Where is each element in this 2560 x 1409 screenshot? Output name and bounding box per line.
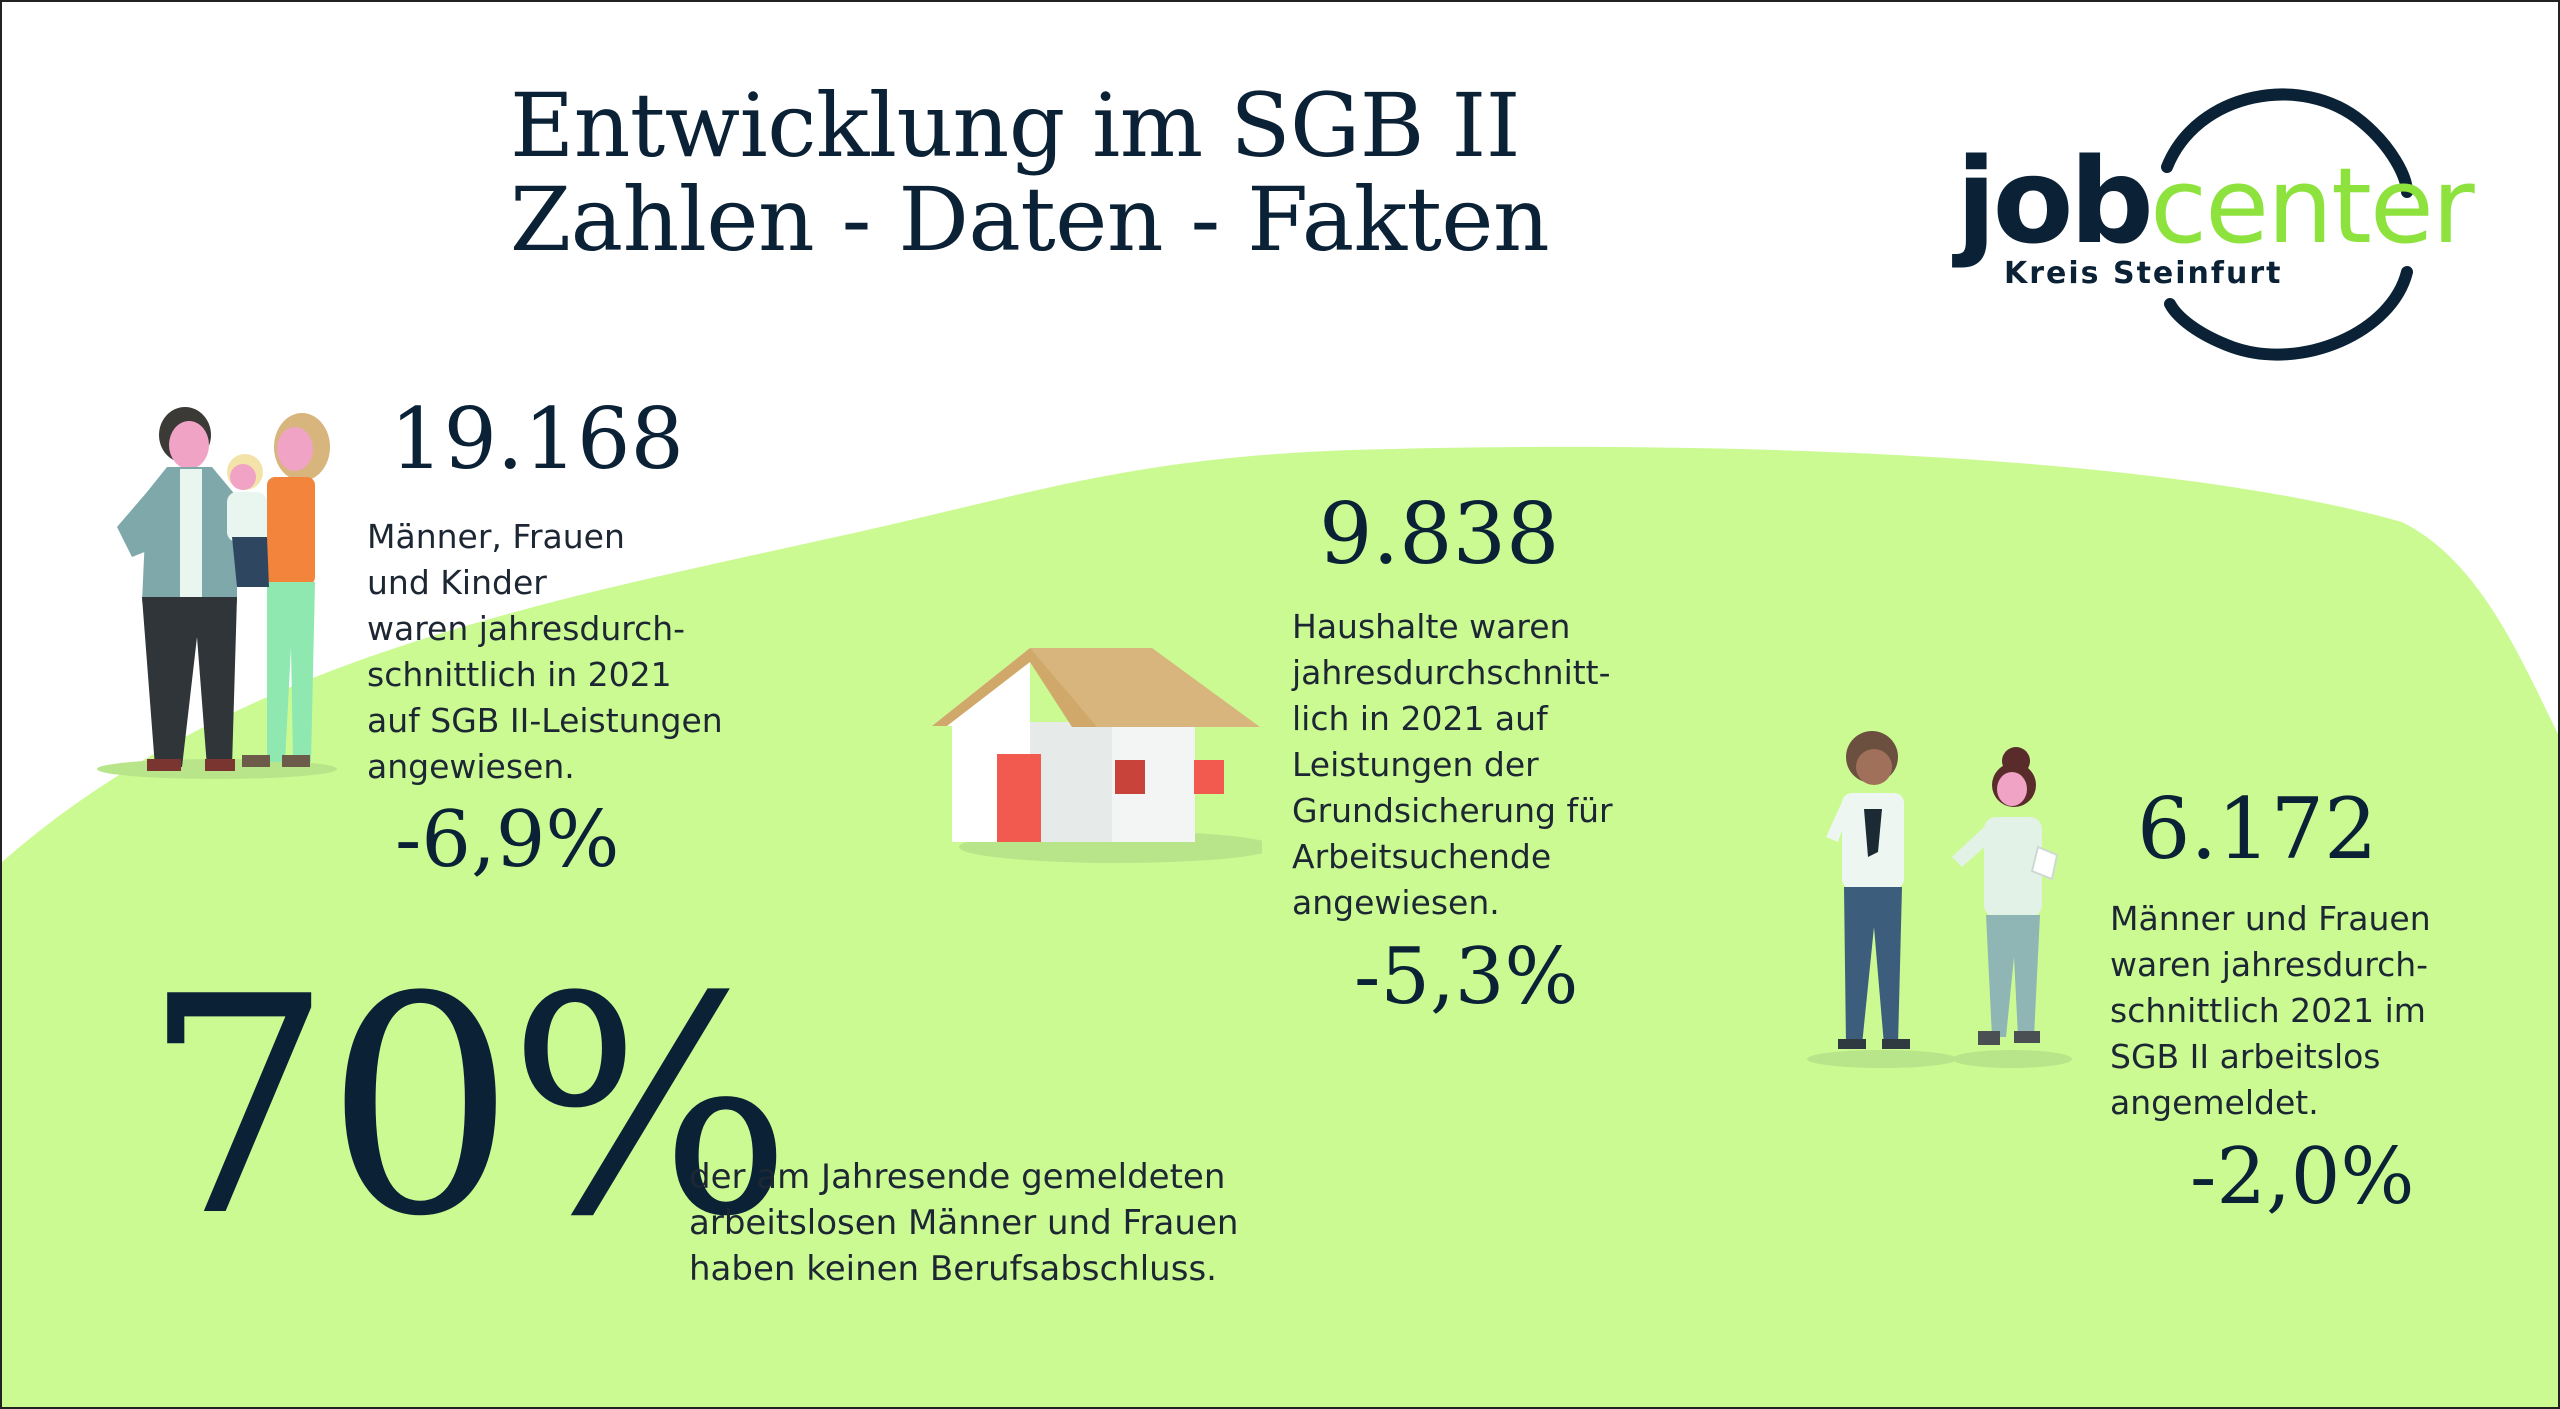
households-desc-line: Haushalte waren: [1292, 607, 1571, 646]
households-desc-line: Leistungen der: [1292, 745, 1539, 784]
no-degree-desc-line: haben keinen Berufsabschluss.: [689, 1249, 1217, 1289]
people-desc-line: und Kinder: [367, 563, 547, 602]
jobcenter-logo: jobcenter Kreis Steinfurt: [1956, 72, 2475, 372]
logo-arc-icon: [2161, 88, 2413, 361]
unemployed-desc-line: waren jahresdurch-: [2110, 945, 2429, 984]
workers-illustration: [1807, 731, 2072, 1068]
family-illustration: [97, 407, 337, 779]
unemployed-desc-line: schnittlich 2021 im: [2110, 991, 2426, 1030]
households-desc-line: jahresdurchschnitt-: [1292, 653, 1611, 692]
people-desc-line: auf SGB II-Leistungen: [367, 701, 723, 740]
households-count: 9.838: [1319, 485, 1560, 583]
title-line-1: Entwicklung im SGB II: [510, 74, 1520, 177]
logo-subtitle: Kreis Steinfurt: [2004, 256, 2283, 291]
households-description: Haushalte waren jahresdurchschnitt- lich…: [1292, 604, 1613, 926]
households-change: -5,3%: [1354, 932, 1579, 1022]
green-hill-shape: [2, 446, 2558, 1407]
no-degree-description: der am Jahresende gemeldeten arbeitslose…: [689, 1154, 1238, 1292]
unemployed-count: 6.172: [2137, 780, 2378, 878]
title-line-2: Zahlen - Daten - Fakten: [510, 168, 1550, 271]
house-illustration: [932, 648, 1262, 863]
logo-wordmark: jobcenter: [1956, 132, 2475, 270]
logo-word-job: job: [1956, 132, 2154, 270]
people-change: -6,9%: [395, 795, 620, 885]
unemployed-desc-line: Männer und Frauen: [2110, 899, 2431, 938]
unemployed-change: -2,0%: [2190, 1132, 2415, 1222]
people-desc-line: schnittlich in 2021: [367, 655, 672, 694]
people-desc-line: waren jahresdurch-: [367, 609, 686, 648]
no-degree-desc-line: arbeitslosen Männer und Frauen: [689, 1203, 1239, 1243]
no-degree-desc-line: der am Jahresende gemeldeten: [689, 1157, 1226, 1197]
people-count: 19.168: [390, 390, 684, 488]
unemployed-desc-line: angemeldet.: [2110, 1083, 2319, 1122]
households-desc-line: angewiesen.: [1292, 883, 1500, 922]
people-desc-line: Männer, Frauen: [367, 517, 625, 556]
households-desc-line: Grundsicherung für: [1292, 791, 1613, 830]
unemployed-desc-line: SGB II arbeitslos: [2110, 1037, 2381, 1076]
people-description: Männer, Frauen und Kinder waren jahresdu…: [367, 514, 723, 790]
households-desc-line: Arbeitsuchende: [1292, 837, 1552, 876]
people-desc-line: angewiesen.: [367, 747, 575, 786]
households-desc-line: lich in 2021 auf: [1292, 699, 1548, 738]
unemployed-description: Männer und Frauen waren jahresdurch- sch…: [2110, 896, 2431, 1126]
no-degree-percentage: 70%: [142, 933, 793, 1282]
logo-word-center: center: [2149, 145, 2475, 267]
